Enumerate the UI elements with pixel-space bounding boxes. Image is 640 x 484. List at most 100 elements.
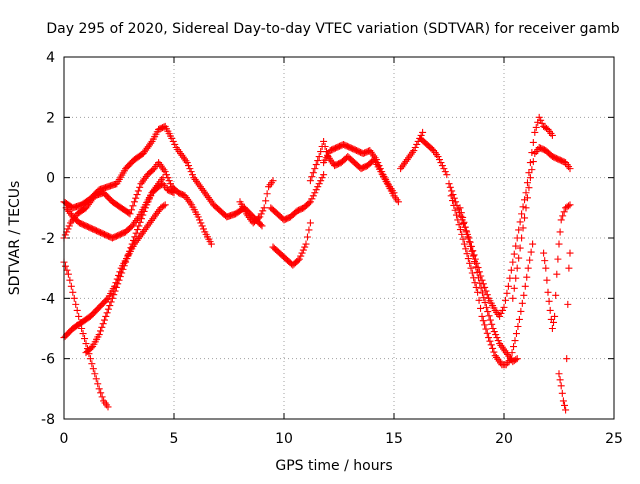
data-point [126, 247, 134, 255]
data-point [141, 204, 149, 212]
data-point [485, 312, 493, 320]
data-point [69, 288, 77, 296]
data-point [61, 231, 69, 239]
data-point [477, 284, 485, 292]
data-point [493, 334, 501, 342]
data-point [510, 250, 518, 258]
x-tick-label: 20 [495, 431, 513, 447]
data-point [525, 169, 533, 177]
data-point [492, 331, 500, 339]
data-point [434, 153, 442, 161]
data-point [87, 344, 95, 352]
data-point [456, 226, 464, 234]
data-point [376, 165, 384, 173]
data-point [95, 385, 103, 393]
data-point [471, 279, 479, 287]
series-track-16 [456, 204, 521, 366]
data-point [467, 264, 475, 272]
data-point [75, 312, 83, 320]
data-point [112, 283, 120, 291]
data-point [562, 406, 570, 414]
data-point [302, 240, 310, 248]
data-point [70, 294, 78, 302]
data-point [114, 280, 122, 288]
data-point [466, 259, 474, 267]
series-track-9 [267, 171, 328, 224]
data-point [127, 244, 135, 252]
data-point [472, 283, 480, 291]
data-point [99, 320, 107, 328]
data-point [443, 171, 451, 179]
data-point [452, 198, 460, 206]
data-point [540, 249, 548, 257]
data-point [475, 296, 483, 304]
data-point [479, 317, 487, 325]
data-point [481, 283, 489, 291]
data-point [488, 320, 496, 328]
data-point [487, 341, 495, 349]
chart-title: Day 295 of 2020, Sidereal Day-to-day VTE… [46, 21, 619, 37]
data-point [413, 140, 421, 148]
series-track-8 [269, 219, 314, 269]
data-point [136, 183, 144, 191]
data-point [95, 331, 103, 339]
data-point [81, 335, 89, 343]
x-tick-label: 10 [275, 431, 293, 447]
data-point [544, 288, 552, 296]
grid-layer [64, 57, 614, 419]
data-point [523, 194, 531, 202]
data-point [561, 401, 568, 409]
data-point [482, 287, 490, 295]
data-point [320, 137, 328, 145]
data-point [97, 389, 105, 397]
data-point [518, 210, 526, 218]
data-point [501, 296, 509, 304]
data-point [506, 274, 514, 282]
y-tick-label: -8 [41, 412, 55, 428]
data-point [256, 213, 264, 221]
data-point [459, 213, 467, 221]
data-point [299, 246, 307, 254]
data-point [446, 183, 454, 191]
data-point [116, 273, 124, 281]
data-point [514, 322, 522, 330]
data-point [130, 236, 138, 244]
data-point [565, 264, 573, 272]
data-point [464, 233, 472, 241]
data-point [160, 202, 168, 210]
data-point [314, 157, 322, 165]
data-point [263, 190, 271, 198]
data-point [298, 249, 306, 257]
data-point [465, 238, 473, 246]
data-point [541, 257, 549, 265]
data-point [468, 269, 476, 277]
data-point [454, 216, 462, 224]
data-point [301, 243, 309, 251]
data-point [196, 216, 204, 224]
data-point [515, 315, 523, 323]
data-point [124, 251, 132, 259]
data-point [548, 325, 556, 332]
data-point [477, 304, 485, 312]
data-point [390, 189, 398, 197]
data-point [460, 240, 468, 248]
data-point [312, 186, 320, 194]
data-point [494, 337, 502, 345]
data-point [320, 171, 328, 179]
data-point [525, 184, 533, 192]
x-axis-label: GPS time / hours [275, 458, 392, 474]
data-point [476, 279, 484, 287]
data-point [378, 168, 386, 176]
data-point [65, 222, 73, 230]
data-point [496, 312, 504, 320]
data-point [546, 306, 554, 314]
data-point [526, 174, 534, 182]
data-point [445, 180, 453, 188]
data-point [513, 355, 521, 363]
data-point [419, 128, 427, 136]
data-point [516, 218, 524, 226]
data-point [417, 131, 425, 139]
data-point [315, 153, 323, 161]
data-point [258, 222, 266, 230]
data-point [566, 249, 574, 257]
